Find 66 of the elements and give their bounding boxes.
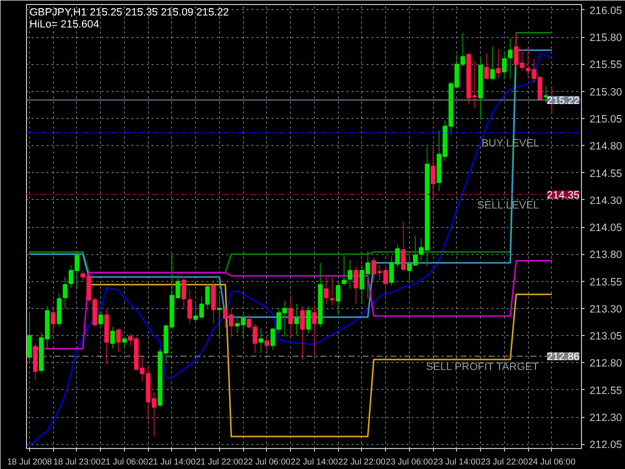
x-tick-label: 23 Jul 14:00 (433, 456, 481, 466)
candlestick (181, 275, 186, 310)
candlestick (300, 306, 305, 360)
annotation: HiLo= 215.604 (30, 18, 100, 30)
candlestick (110, 326, 115, 350)
candlestick (312, 304, 317, 357)
candlestick (187, 290, 192, 324)
y-tick-label: 212.80 (590, 358, 622, 370)
x-tick-label: 23 Jul 06:00 (386, 456, 434, 466)
candlestick (348, 259, 352, 290)
candlestick (27, 313, 32, 364)
y-tick-label: 213.05 (590, 330, 622, 343)
x-tick-label: 24 Jul 06:00 (528, 456, 576, 466)
annotation: 212.86 (546, 351, 580, 364)
candlestick (62, 276, 68, 309)
y-tick-label: 212.05 (590, 439, 622, 452)
candlestick (330, 276, 335, 306)
annotation: GBPJPY,H1 215.25 215.35 215.09 215.22 (30, 6, 230, 18)
x-tick-label: 21 Jul 06:00 (100, 456, 148, 466)
y-tick-label: 214.05 (590, 222, 622, 234)
y-tick-label: 215.55 (590, 59, 622, 72)
y-tick-label: 213.80 (590, 249, 622, 262)
x-tick-label: 18 Jul 2008 (7, 456, 52, 466)
y-tick-label: 212.55 (590, 384, 622, 397)
candlestick (490, 46, 495, 81)
x-tick-label: 22 Jul 22:00 (338, 456, 386, 466)
candlestick (288, 294, 293, 338)
candlestick (324, 276, 329, 305)
y-tick-label: 213.55 (590, 276, 622, 288)
ref-line-label: SELL PROFIT TARGET (426, 361, 540, 374)
y-tick-label: 215.05 (590, 113, 622, 126)
y-tick-label: 213.30 (590, 303, 622, 316)
y-tick-label: 214.80 (590, 140, 622, 153)
candlestick (484, 52, 489, 80)
candlestick (98, 311, 104, 328)
candlestick (211, 280, 216, 324)
candlestick (122, 336, 127, 348)
x-tick-label: 18 Jul 23:00 (53, 456, 101, 466)
y-tick-label: 212.30 (590, 412, 622, 424)
y-tick-label: 214.55 (590, 168, 622, 180)
candlestick (258, 328, 264, 354)
y-tick-label: 216.05 (590, 4, 622, 17)
x-tick-label: 22 Jul 06:00 (243, 456, 291, 466)
candlestick (354, 266, 358, 305)
candlestick (508, 38, 513, 79)
annotation: 214.35 (546, 189, 580, 202)
candlestick (264, 337, 270, 355)
y-tick-label: 215.80 (590, 32, 622, 44)
candlestick (294, 304, 299, 336)
candlestick (306, 306, 311, 334)
candlestick (502, 50, 507, 80)
x-tick-label: 23 Jul 22:00 (480, 456, 528, 466)
x-tick-label: 22 Jul 14:00 (290, 456, 338, 466)
candlestick (116, 328, 121, 352)
candlestick (336, 282, 340, 316)
x-tick-label: 21 Jul 22:00 (196, 456, 244, 466)
x-tick-label: 21 Jul 14:00 (148, 456, 196, 466)
annotation: 215.22 (546, 95, 580, 108)
candlestick (50, 308, 56, 334)
y-tick-label: 215.30 (590, 86, 622, 98)
candlestick (401, 221, 406, 271)
candlestick (217, 294, 222, 338)
candlestick (430, 146, 436, 200)
y-tick-label: 214.30 (590, 194, 622, 207)
candlestick (496, 48, 501, 79)
candlestick (544, 85, 548, 103)
